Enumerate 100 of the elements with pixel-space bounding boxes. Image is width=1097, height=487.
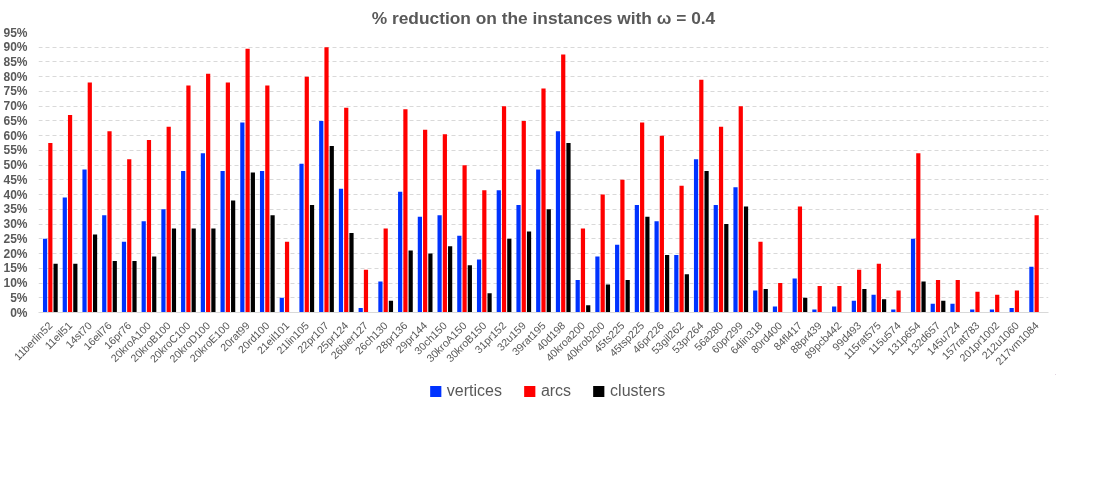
y-tick-label: 5% [10, 290, 28, 305]
bar [161, 209, 166, 313]
bar [555, 131, 561, 313]
bar [245, 48, 250, 313]
bar [679, 185, 684, 313]
bar [684, 274, 689, 313]
bar [665, 255, 670, 313]
bar [87, 82, 92, 313]
bar [536, 169, 541, 313]
bar [181, 171, 186, 313]
bar [995, 294, 1000, 313]
bar [659, 135, 664, 313]
bar [837, 285, 842, 313]
bar [166, 126, 171, 313]
bar [92, 234, 98, 313]
bar [516, 204, 521, 313]
bar [634, 204, 639, 313]
chart-title: % reduction on the instances with ω = 0.4 [371, 7, 716, 28]
bar [758, 241, 763, 313]
bar [738, 106, 743, 313]
bar [595, 256, 600, 313]
bar [73, 263, 78, 313]
bar [674, 255, 679, 313]
y-tick-label: 15% [3, 261, 28, 276]
bar [304, 76, 309, 313]
bar [580, 228, 586, 313]
bar [476, 259, 482, 313]
bar [284, 241, 290, 313]
legend-label: vertices [446, 382, 502, 400]
y-tick-label: 80% [3, 69, 28, 84]
bar [121, 241, 127, 313]
bar [561, 54, 566, 313]
bar [792, 278, 797, 313]
bar [910, 238, 916, 313]
y-tick-label: 20% [3, 246, 28, 261]
bar [319, 120, 324, 313]
bar [437, 215, 442, 313]
y-tick-label: 50% [3, 158, 28, 173]
bar [428, 253, 433, 313]
bar [1029, 266, 1034, 313]
bar [575, 280, 580, 313]
bar [778, 283, 783, 313]
bar [398, 191, 403, 313]
bar [950, 303, 955, 313]
bar [645, 216, 650, 313]
y-tick-label: 10% [3, 276, 28, 291]
bar [220, 171, 225, 313]
y-tick-label: 35% [3, 202, 28, 217]
y-tick-label: 0% [10, 305, 28, 320]
bar [383, 228, 388, 313]
bar [640, 122, 645, 313]
bar [363, 269, 369, 313]
y-tick-label: 90% [3, 40, 28, 55]
bar [200, 153, 205, 313]
bar [620, 179, 625, 313]
bar [718, 126, 724, 313]
bar [457, 235, 462, 313]
bar [146, 140, 152, 313]
bar [896, 290, 901, 313]
bar [53, 263, 58, 313]
bar [102, 215, 107, 313]
bar [876, 263, 881, 313]
bar [349, 232, 354, 313]
bar [191, 228, 196, 313]
bar [408, 250, 413, 313]
bar [82, 169, 87, 313]
bar [654, 221, 659, 313]
bar [541, 88, 546, 313]
y-tick-label: 55% [3, 143, 28, 158]
y-tick-label: 70% [3, 99, 28, 114]
bar [1014, 290, 1020, 313]
y-tick-label: 60% [3, 128, 28, 143]
y-tick-label: 40% [3, 187, 28, 202]
bar [141, 221, 146, 313]
bar [763, 288, 768, 313]
bar [329, 145, 334, 313]
bar [467, 265, 472, 313]
bar [48, 143, 53, 313]
bar [211, 228, 216, 313]
bar [921, 281, 926, 313]
bar [753, 290, 758, 313]
bar [112, 260, 117, 313]
bar [423, 129, 428, 313]
bar [132, 260, 137, 313]
bar [442, 134, 447, 313]
bar [797, 206, 803, 313]
bar [127, 159, 132, 313]
bar [955, 280, 960, 313]
bar [743, 206, 749, 313]
bar [259, 171, 265, 313]
bar [586, 305, 591, 313]
y-tick-label: 45% [3, 172, 28, 187]
bar [338, 188, 344, 313]
bar [62, 197, 67, 313]
bar [240, 122, 245, 313]
bar [186, 85, 191, 313]
bar [378, 281, 383, 313]
bar [566, 143, 571, 313]
bar [152, 256, 157, 313]
bar [270, 215, 275, 313]
